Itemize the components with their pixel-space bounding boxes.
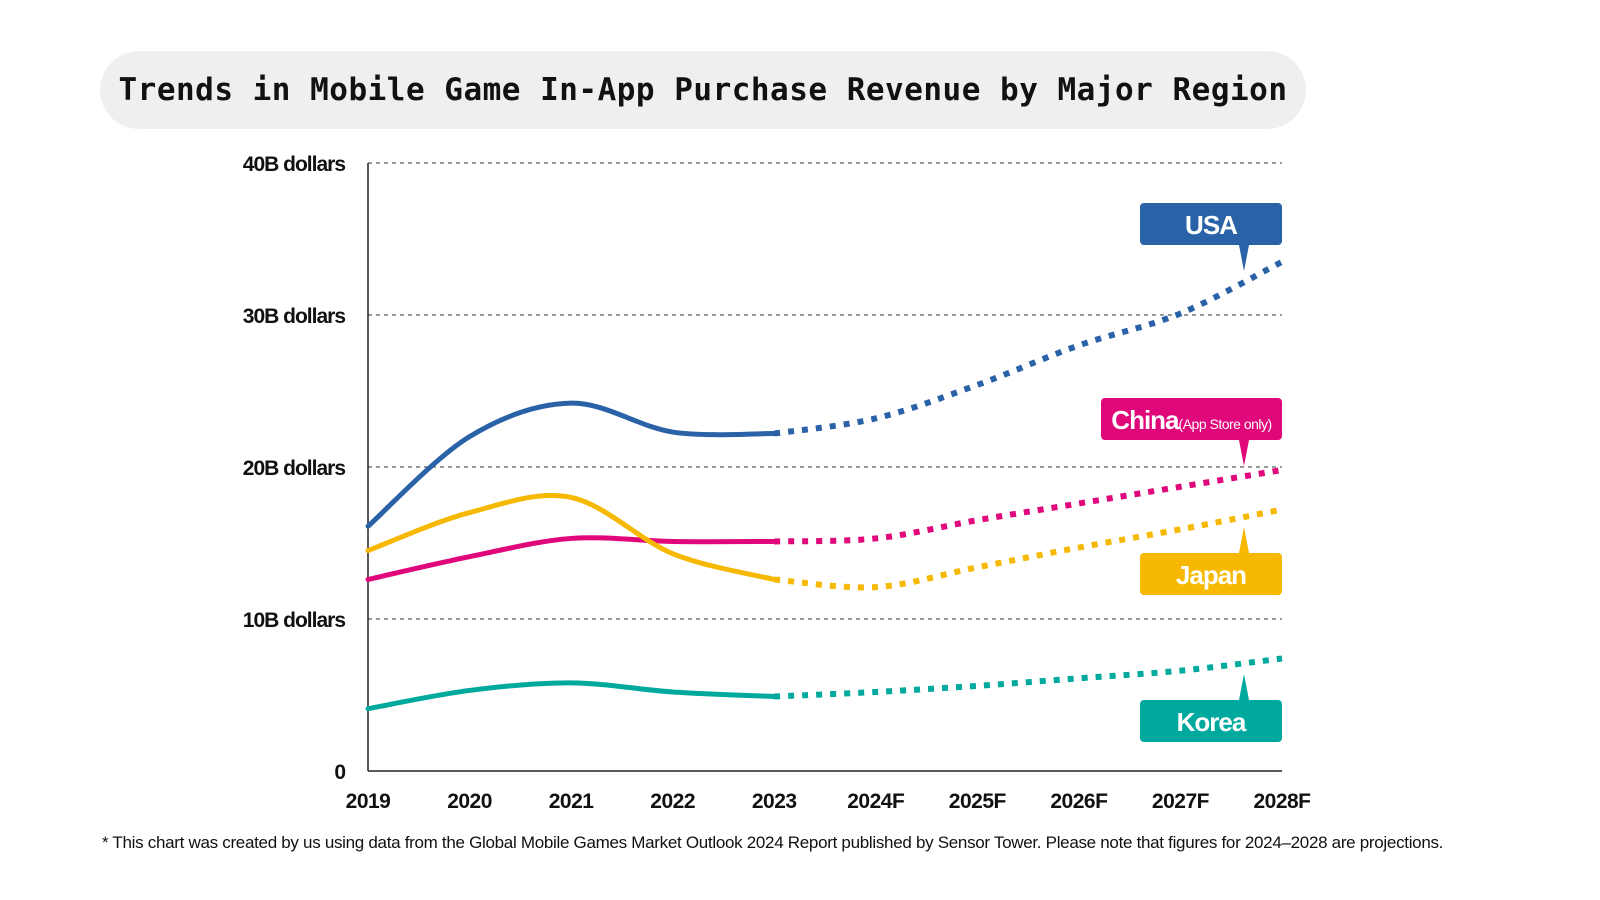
actual-line	[365, 493, 777, 582]
series-label-box	[1140, 700, 1282, 742]
y-tick-label: 40B dollars	[243, 153, 346, 176]
x-tick-label: 2019	[346, 790, 391, 813]
series-label: Korea	[1177, 707, 1247, 737]
series-name: China	[1111, 405, 1180, 435]
actual-line	[365, 680, 777, 712]
y-tick-label: 30B dollars	[243, 305, 346, 328]
label-pointer	[1239, 674, 1249, 700]
projection-line	[773, 506, 1283, 591]
actual-line	[365, 400, 777, 529]
title-banner: Trends in Mobile Game In-App Purchase Re…	[100, 51, 1306, 129]
x-tick-label: 2028F	[1253, 790, 1311, 813]
projection-line	[774, 655, 1283, 700]
x-tick-label: 2027F	[1152, 790, 1210, 813]
y-tick-label: 10B dollars	[243, 609, 346, 632]
actual-line	[365, 535, 777, 582]
series-label: China(App Store only)	[1111, 405, 1271, 435]
y-tick-label: 0	[334, 761, 345, 784]
series-china: China(App Store only)	[365, 398, 1283, 582]
x-tick-label: 2026F	[1050, 790, 1108, 813]
projection-line	[774, 467, 1283, 545]
x-tick-label: 2020	[447, 790, 492, 813]
x-tick-label: 2023	[752, 790, 797, 813]
x-tick-label: 2025F	[949, 790, 1007, 813]
series-japan: Japan	[365, 493, 1283, 595]
y-tick-label: 20B dollars	[243, 457, 346, 480]
series-label-box	[1101, 398, 1282, 440]
series-usa: USA	[365, 203, 1284, 529]
series-label-box	[1140, 553, 1282, 595]
label-pointer	[1239, 527, 1249, 553]
chart-title: Trends in Mobile Game In-App Purchase Re…	[118, 72, 1288, 108]
series-name: USA	[1185, 210, 1238, 240]
series-label-box	[1140, 203, 1282, 245]
series-name-suffix: (App Store only)	[1179, 416, 1272, 432]
projection-line	[773, 259, 1284, 437]
label-pointer	[1239, 440, 1249, 466]
series-korea: Korea	[365, 655, 1283, 742]
series-label: Japan	[1176, 560, 1246, 590]
x-tick-label: 2022	[650, 790, 695, 813]
series-name: Korea	[1177, 707, 1247, 737]
footnote: * This chart was created by us using dat…	[102, 833, 1444, 852]
x-tick-label: 2024F	[847, 790, 905, 813]
series-name: Japan	[1176, 560, 1246, 590]
x-tick-label: 2021	[549, 790, 595, 813]
label-pointer	[1239, 245, 1249, 271]
series-label: USA	[1185, 210, 1238, 240]
